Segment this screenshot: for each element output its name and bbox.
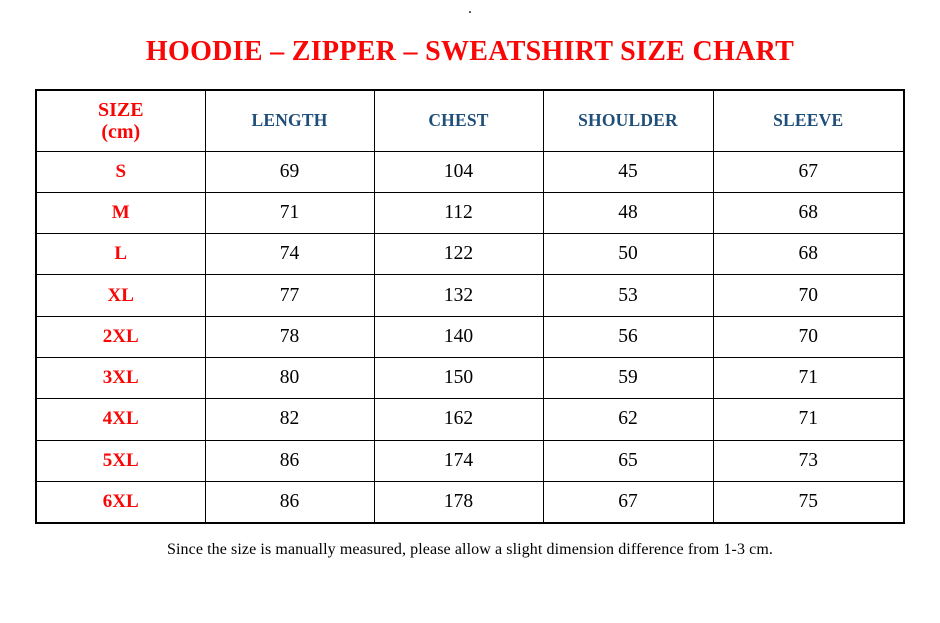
size-header-line2: (cm) [101,120,141,143]
length-value: 69 [204,150,375,193]
size-chart-table: SIZE (cm) LENGTH CHEST SHOULDER SLEEVE S… [35,89,905,524]
sleeve-value: 71 [712,398,905,441]
column-header-size: SIZE (cm) [35,89,206,152]
chest-value: 104 [373,150,544,193]
table-row-4xl: 4XL 82 162 62 71 [35,398,905,441]
shoulder-value: 50 [542,233,714,276]
size-header-line1: SIZE [97,98,144,121]
length-value: 78 [204,315,375,358]
length-value: 80 [204,356,375,400]
chest-value: 112 [373,191,544,235]
size-label: 2XL [35,315,206,358]
measurement-footnote: Since the size is manually measured, ple… [166,540,774,558]
sleeve-value: 71 [712,356,905,400]
sleeve-value: 68 [712,233,905,276]
table-row-6xl: 6XL 86 178 67 75 [35,480,905,524]
shoulder-value: 56 [542,315,714,358]
table-row-s: S 69 104 45 67 [35,150,905,193]
table-row-xl: XL 77 132 53 70 [35,274,905,317]
length-value: 86 [204,480,375,524]
length-value: 86 [204,439,375,482]
sleeve-value: 73 [712,439,905,482]
column-header-length: LENGTH [204,89,375,152]
table-row-2xl: 2XL 78 140 56 70 [35,315,905,358]
page-title: HOODIE – ZIPPER – SWEATSHIRT SIZE CHART [145,36,795,67]
chest-value: 178 [373,480,544,524]
shoulder-value: 48 [542,191,714,235]
length-value: 77 [204,274,375,317]
table-row-3xl: 3XL 80 150 59 71 [35,356,905,400]
shoulder-value: 65 [542,439,714,482]
chest-value: 140 [373,315,544,358]
length-value: 71 [204,191,375,235]
size-label: 5XL [35,439,206,482]
length-value: 74 [204,233,375,276]
size-label: 4XL [35,398,206,441]
sleeve-value: 70 [712,274,905,317]
top-period-mark: . [468,2,472,16]
table-header-row: SIZE (cm) LENGTH CHEST SHOULDER SLEEVE [35,89,905,152]
size-label: S [35,150,206,193]
sleeve-value: 70 [712,315,905,358]
chest-value: 162 [373,398,544,441]
size-label: M [35,191,206,235]
chest-value: 174 [373,439,544,482]
column-header-chest: CHEST [373,89,544,152]
shoulder-value: 59 [542,356,714,400]
sleeve-value: 75 [712,480,905,524]
shoulder-value: 67 [542,480,714,524]
size-label: 6XL [35,480,206,524]
size-label: XL [35,274,206,317]
shoulder-value: 62 [542,398,714,441]
column-header-shoulder: SHOULDER [542,89,714,152]
column-header-sleeve: SLEEVE [712,89,905,152]
table-row-5xl: 5XL 86 174 65 73 [35,439,905,482]
size-label: L [35,233,206,276]
chest-value: 150 [373,356,544,400]
shoulder-value: 45 [542,150,714,193]
chest-value: 122 [373,233,544,276]
size-label: 3XL [35,356,206,400]
table-row-l: L 74 122 50 68 [35,233,905,276]
sleeve-value: 67 [712,150,905,193]
table-row-m: M 71 112 48 68 [35,191,905,235]
shoulder-value: 53 [542,274,714,317]
sleeve-value: 68 [712,191,905,235]
chest-value: 132 [373,274,544,317]
length-value: 82 [204,398,375,441]
